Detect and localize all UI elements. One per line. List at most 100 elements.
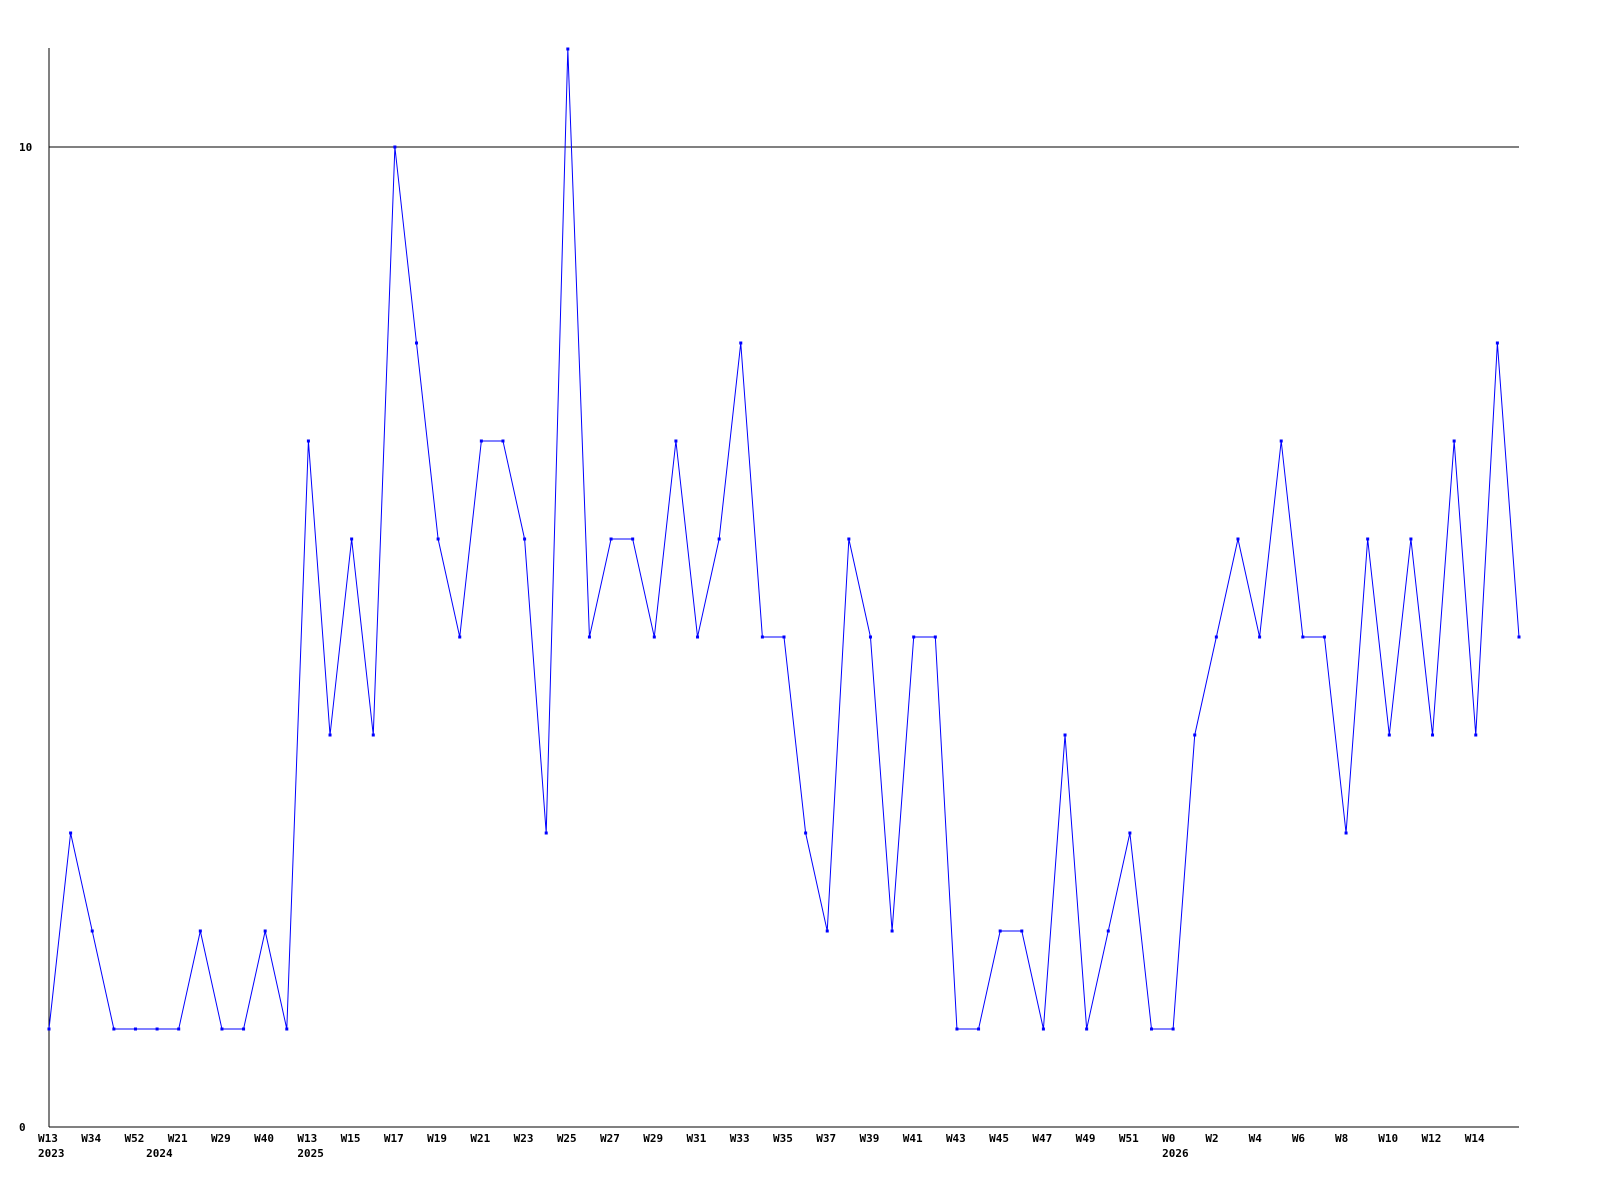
x-tick-label: W0 [1162,1132,1175,1145]
data-point [977,1027,981,1031]
data-point [1431,733,1435,737]
data-point [1106,929,1110,933]
x-tick-label: W41 [903,1132,923,1145]
data-point [1193,733,1197,737]
y-tick-label-0: 0 [19,1121,26,1134]
data-point [458,635,462,639]
x-tick-label: W39 [859,1132,879,1145]
data-point [933,635,937,639]
data-point [652,635,656,639]
data-point [1344,831,1348,835]
data-point [1517,635,1521,639]
x-tick-label: W10 [1378,1132,1398,1145]
data-point [371,733,375,737]
data-point [890,929,894,933]
x-tick-label: W31 [687,1132,707,1145]
data-point [220,1027,224,1031]
x-tick-label: W25 [557,1132,577,1145]
data-point [177,1027,181,1031]
x-tick-label: W21 [168,1132,188,1145]
data-point [1214,635,1218,639]
x-tick-label: W19 [427,1132,447,1145]
data-point [285,1027,289,1031]
year-label: 2025 [297,1147,324,1160]
year-label: 2026 [1162,1147,1189,1160]
data-point [1495,341,1499,345]
x-tick-label: W4 [1249,1132,1263,1145]
x-tick-label: W15 [341,1132,361,1145]
data-point [69,831,73,835]
data-point [90,929,94,933]
x-tick-label: W6 [1292,1132,1306,1145]
data-point [955,1027,959,1031]
data-point [674,439,678,443]
x-tick-label: W27 [600,1132,620,1145]
data-point [436,537,440,541]
data-point [415,341,418,345]
x-tick-label: W49 [1076,1132,1096,1145]
data-point [1474,733,1478,737]
data-point [912,635,916,639]
data-point [587,635,591,639]
series-line [48,48,1520,1030]
data-point [1366,537,1370,541]
data-point [328,733,332,737]
x-tick-label: W40 [254,1132,274,1145]
data-point [868,635,872,639]
x-tick-label: W14 [1465,1132,1485,1145]
data-point [1085,1027,1089,1031]
x-tick-label: W52 [124,1132,144,1145]
x-tick-label: W21 [470,1132,490,1145]
data-point [1387,733,1391,737]
data-point [1171,1027,1175,1031]
data-point [760,635,764,639]
data-point [306,439,310,443]
data-point [739,341,743,345]
x-tick-label: W13 [297,1132,317,1145]
x-tick-label: W33 [730,1132,750,1145]
x-tick-label: W37 [816,1132,836,1145]
data-point [133,1027,137,1031]
year-label: 2024 [146,1147,173,1160]
x-tick-label: W23 [514,1132,534,1145]
x-tick-label: W51 [1119,1132,1139,1145]
x-tick-label: W34 [81,1132,101,1145]
data-point [544,831,548,835]
data-point [847,537,851,541]
data-point [1128,831,1132,835]
data-point [1409,537,1413,541]
data-point [479,439,483,443]
x-tick-label: W8 [1335,1132,1348,1145]
x-tick-label: W29 [643,1132,663,1145]
x-tick-label: W17 [384,1132,404,1145]
x-tick-label: W45 [989,1132,1009,1145]
data-point [1258,635,1262,639]
data-point [523,537,527,541]
data-point [1063,733,1067,737]
x-tick-label: W47 [1032,1132,1052,1145]
data-point [393,145,397,149]
data-point [609,537,613,541]
data-point [631,537,635,541]
data-point [1041,1027,1045,1031]
x-tick-label: W12 [1422,1132,1442,1145]
data-point [155,1027,159,1031]
data-point [1279,439,1283,443]
data-point [825,929,829,933]
data-point [804,831,808,835]
x-tick-label: W13 [38,1132,58,1145]
data-point [47,1027,51,1031]
data-point [782,635,786,639]
y-tick-label-10: 10 [19,141,32,154]
x-tick-label: W2 [1205,1132,1218,1145]
data-point [1452,439,1456,443]
data-point [566,47,570,51]
data-point [998,929,1002,933]
data-point [1301,635,1305,639]
data-point [198,929,202,933]
data-point [242,1027,246,1031]
data-point [112,1027,116,1031]
data-point [350,537,354,541]
x-tick-label: W43 [946,1132,966,1145]
